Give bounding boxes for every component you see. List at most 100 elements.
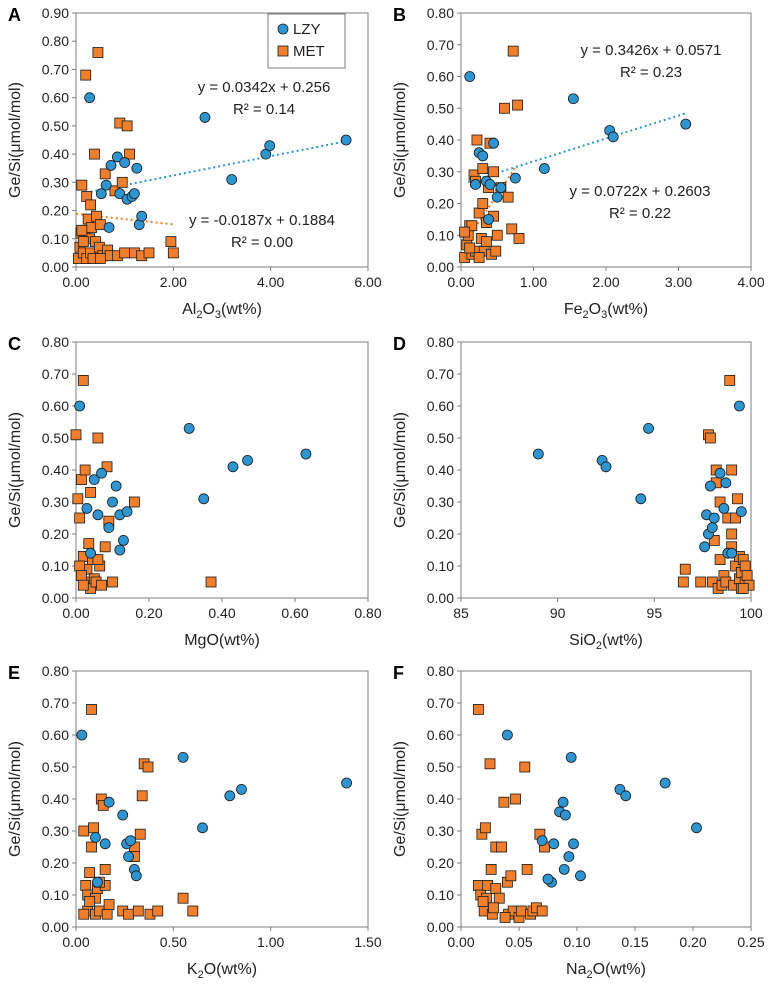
- x-tick-label: 0.80: [354, 605, 381, 621]
- point-lzy: [242, 454, 253, 466]
- point-lzy: [111, 151, 123, 163]
- x-tick-label: 3.00: [665, 274, 692, 290]
- point-met: [536, 905, 548, 917]
- y-tick-label: 0.20: [42, 855, 69, 871]
- y-tick-label: 0.70: [427, 695, 454, 711]
- point-lzy: [538, 163, 550, 174]
- point-met: [101, 908, 113, 920]
- point-met: [714, 554, 726, 565]
- point-met: [80, 69, 92, 81]
- point-met: [121, 120, 133, 132]
- point-lzy: [92, 509, 104, 521]
- legend-label-met: MET: [293, 43, 325, 60]
- trend-equation: y = 0.0722x + 0.2603: [570, 183, 711, 200]
- x-tick-label: 0.60: [281, 605, 308, 621]
- x-axis-title-part: Al: [182, 301, 196, 318]
- y-tick-label: 0.80: [42, 663, 69, 679]
- y-tick-label: 0.60: [427, 69, 454, 85]
- x-axis-title: MgO(wt%): [184, 632, 260, 649]
- point-met: [488, 902, 499, 914]
- trend-r2: R² = 0.00: [231, 234, 293, 251]
- trend-r2: R² = 0.22: [609, 205, 671, 222]
- y-tick-label: 0.70: [427, 37, 454, 53]
- y-tick-label: 0.20: [427, 526, 454, 542]
- point-met: [488, 166, 500, 178]
- trend-equation: y = -0.0187x + 0.1884: [189, 212, 335, 229]
- x-tick-label: 90: [550, 605, 566, 621]
- point-met: [76, 474, 87, 486]
- point-met: [134, 828, 146, 840]
- y-tick-label: 0.70: [42, 366, 69, 382]
- y-tick-label: 0.40: [427, 462, 454, 478]
- point-met: [107, 576, 118, 588]
- point-lzy: [300, 448, 312, 460]
- x-tick-label: 85: [453, 605, 469, 621]
- panel-letter: D: [393, 334, 406, 354]
- x-tick-label: 0.20: [679, 934, 706, 950]
- point-met: [491, 229, 503, 241]
- x-axis-title: Al2O3(wt%): [182, 301, 262, 321]
- point-met: [116, 176, 128, 188]
- point-met: [502, 191, 514, 203]
- point-lzy: [708, 512, 720, 524]
- y-tick-label: 0.60: [42, 398, 69, 414]
- x-axis-title-part: O: [204, 961, 216, 978]
- x-tick-label: 0.50: [160, 934, 187, 950]
- x-tick-label: 1.00: [520, 274, 547, 290]
- point-lzy: [177, 752, 189, 763]
- y-tick-label: 0.00: [42, 590, 69, 606]
- panel-C: C 0.00 0.10 0.20 0.30 0.40 0.50 0.60 0.70 0.80 0.0…: [7, 334, 382, 649]
- point-lzy: [548, 838, 560, 850]
- point-met: [471, 134, 483, 146]
- point-lzy: [491, 191, 503, 203]
- point-lzy: [81, 502, 93, 514]
- x-axis-title: K2O(wt%): [187, 961, 257, 981]
- point-met: [477, 163, 489, 174]
- point-lzy: [643, 422, 654, 434]
- x-tick-label: 100: [739, 605, 763, 621]
- x-axis-title-part: O: [589, 301, 601, 318]
- panel-A: A 0.00 0.10 0.20 0.30 0.40 0.50 0.60 0.70 0.80 0.9…: [7, 5, 382, 321]
- trendline-lzy: [85, 140, 347, 194]
- point-lzy: [488, 137, 500, 149]
- point-met: [490, 245, 502, 257]
- point-met: [472, 704, 484, 715]
- y-axis-title: Ge/Si(μmol/mol): [392, 82, 409, 198]
- point-lzy: [224, 790, 236, 802]
- y-tick-label: 0.80: [42, 33, 69, 49]
- x-axis-title: Na2O(wt%): [566, 961, 646, 981]
- point-met: [86, 841, 97, 853]
- point-met: [143, 247, 155, 259]
- y-tick-label: 0.10: [427, 227, 454, 243]
- x-axis-title-part: MgO(wt%): [184, 632, 260, 649]
- y-axis-title: Ge/Si(μmol/mol): [7, 82, 24, 198]
- point-lzy: [557, 796, 569, 808]
- y-tick-label: 0.70: [42, 695, 69, 711]
- plot-frame: [75, 670, 369, 928]
- x-tick-label: 0.15: [621, 934, 648, 950]
- point-met: [479, 822, 491, 834]
- point-lzy: [536, 835, 548, 846]
- point-met: [464, 242, 476, 254]
- y-tick-label: 0.60: [427, 398, 454, 414]
- point-lzy: [103, 222, 115, 233]
- point-met: [705, 432, 716, 444]
- point-met: [493, 892, 505, 904]
- point-met: [679, 563, 691, 575]
- point-met: [94, 253, 106, 264]
- y-tick-label: 0.40: [42, 791, 69, 807]
- x-tick-label: 0.05: [505, 934, 532, 950]
- point-lzy: [705, 480, 716, 492]
- x-axis-title-part: O: [202, 301, 214, 318]
- point-met: [99, 168, 111, 180]
- point-met: [177, 892, 189, 904]
- point-met: [496, 841, 508, 853]
- point-lzy: [236, 784, 247, 795]
- point-met: [101, 461, 113, 473]
- panel-letter: F: [393, 663, 404, 683]
- y-tick-label: 0.60: [427, 727, 454, 743]
- point-met: [96, 579, 107, 591]
- point-met: [484, 758, 496, 770]
- point-lzy: [735, 506, 747, 518]
- y-tick-label: 0.10: [427, 558, 454, 574]
